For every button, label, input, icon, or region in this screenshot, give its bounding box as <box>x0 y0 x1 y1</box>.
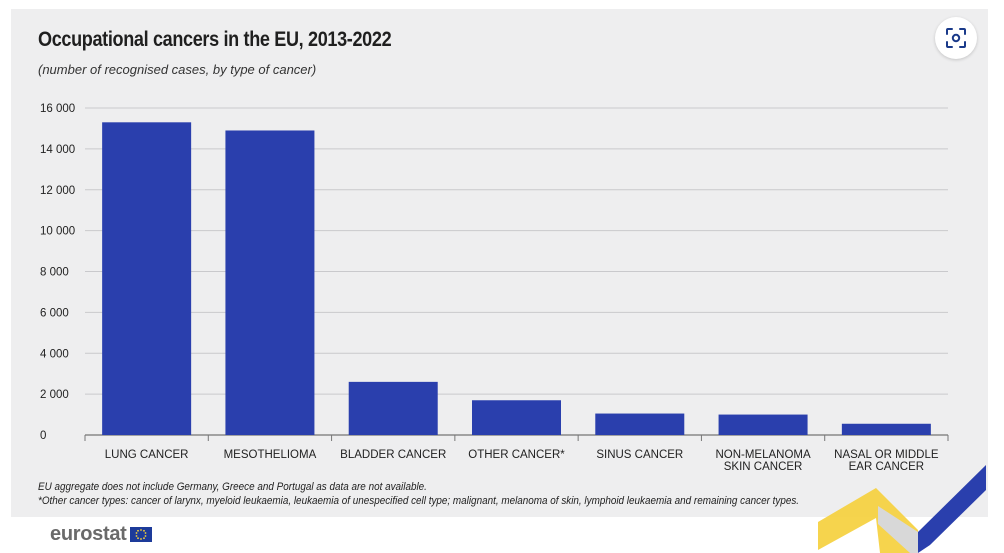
x-tick-label: NASAL OR MIDDLE EAR CANCER <box>834 449 939 473</box>
y-tick-label: 8 000 <box>40 267 69 279</box>
x-tick-label: MESOTHELIOMA <box>224 449 317 461</box>
chart-subtitle: (number of recognised cases, by type of … <box>38 62 317 77</box>
bar <box>472 400 561 435</box>
y-tick-label: 14 000 <box>40 144 75 156</box>
bar <box>102 122 192 436</box>
screen-capture-icon <box>946 28 966 48</box>
y-tick-label: 10 000 <box>40 226 75 238</box>
x-tick-label: NON-MELANOMA SKIN CANCER <box>715 449 811 473</box>
screen-capture-button[interactable] <box>935 17 977 59</box>
footnote-aggregate: EU aggregate does not include Germany, G… <box>38 481 427 493</box>
bar <box>225 130 315 435</box>
y-tick-label: 16 000 <box>40 103 75 115</box>
y-tick-label: 2 000 <box>40 389 69 401</box>
chart-title: Occupational cancers in the EU, 2013-202… <box>38 28 392 51</box>
x-tick-label: SINUS CANCER <box>596 449 683 461</box>
bar <box>595 413 685 435</box>
decorative-chevron-graphic <box>818 465 986 553</box>
y-tick-label: 0 <box>40 430 46 442</box>
bar <box>348 381 438 435</box>
footnote-other-cancer: *Other cancer types: cancer of larynx, m… <box>38 495 800 507</box>
x-tick-label: BLADDER CANCER <box>340 449 446 461</box>
bar <box>718 414 808 435</box>
x-tick-label: OTHER CANCER* <box>468 449 565 461</box>
footnotes: EU aggregate does not include Germany, G… <box>38 480 884 508</box>
eu-flag-icon <box>129 527 152 542</box>
y-tick-label: 12 000 <box>40 185 75 197</box>
brand-name: eurostat <box>50 523 127 545</box>
y-tick-label: 6 000 <box>40 307 69 319</box>
eurostat-logo: eurostat <box>50 523 152 546</box>
y-tick-label: 4 000 <box>40 348 69 360</box>
bar <box>841 423 931 435</box>
x-tick-label: LUNG CANCER <box>105 449 189 461</box>
